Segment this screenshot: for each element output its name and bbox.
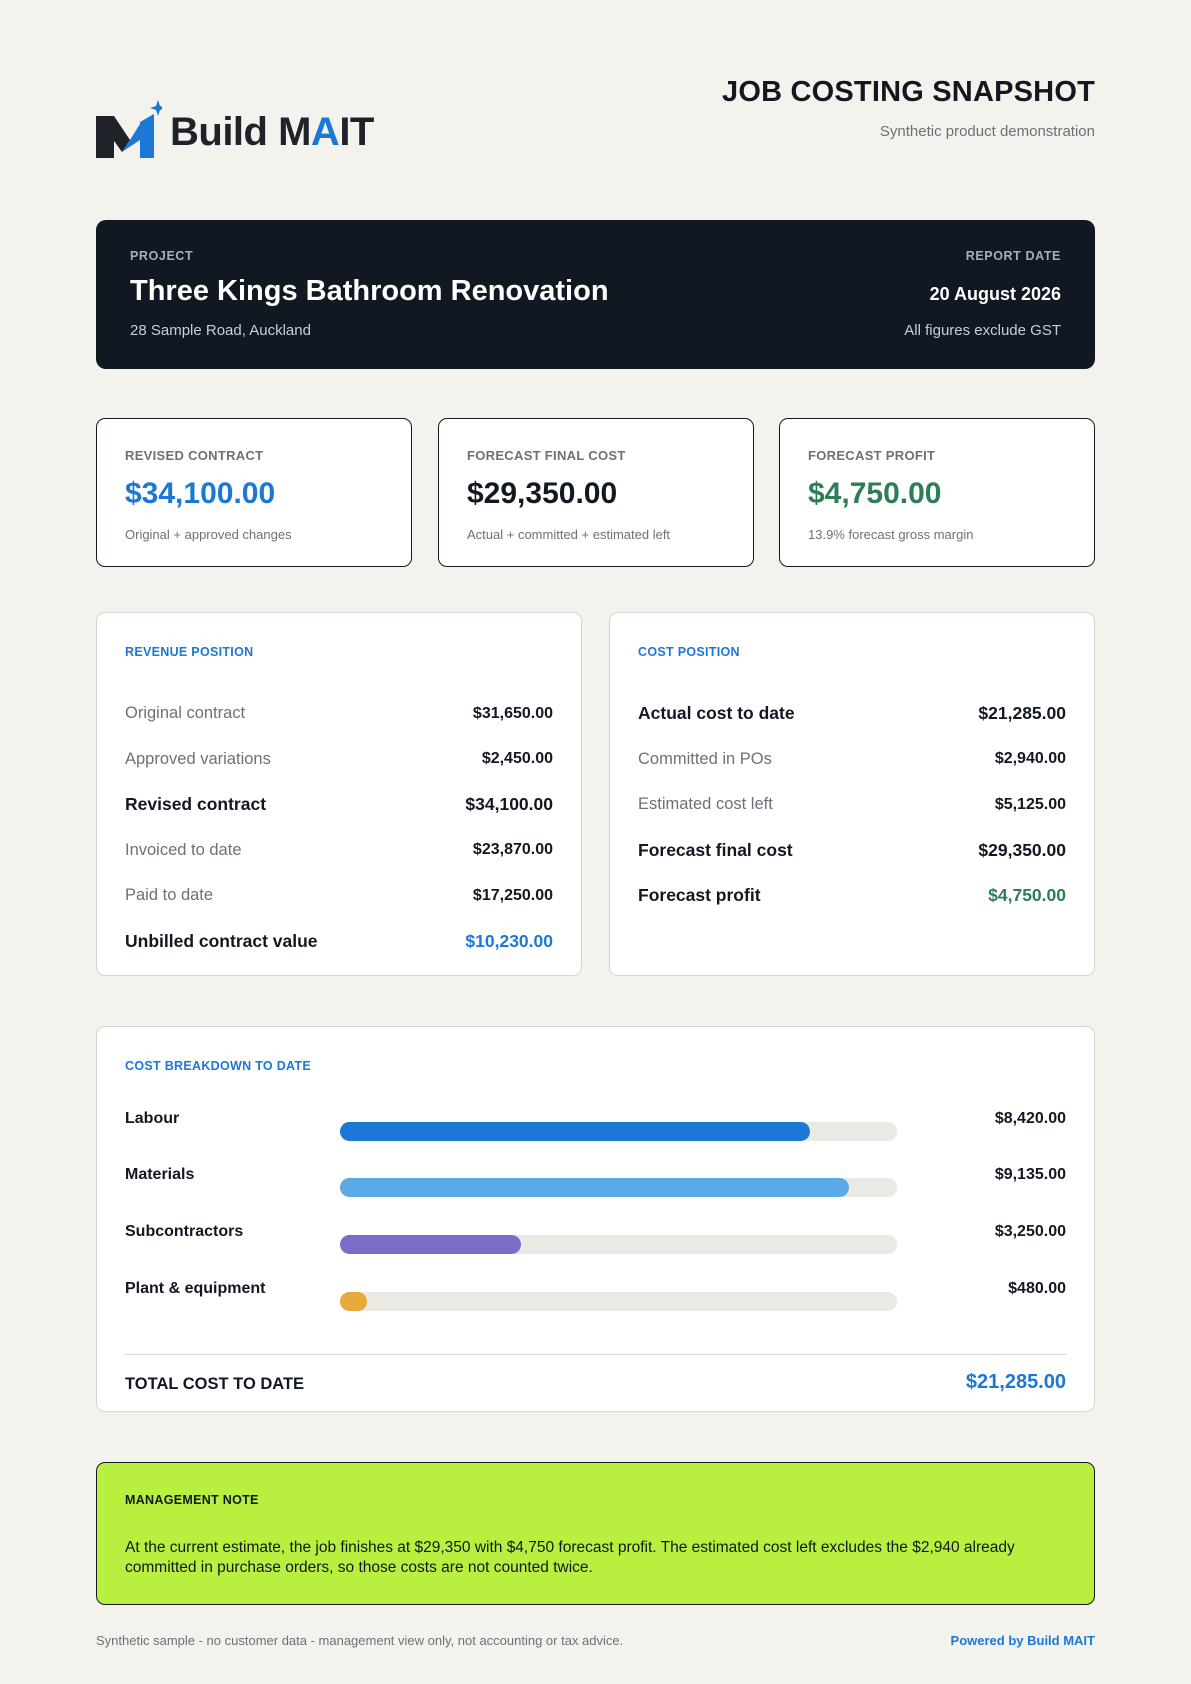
row-value: $2,940.00 <box>994 750 1066 768</box>
report-date: 20 August 2026 <box>929 284 1061 304</box>
breakdown-row-subcontractors: Subcontractors $3,250.00 <box>125 1223 1066 1254</box>
row-value: $31,650.00 <box>472 704 553 722</box>
row-value: $17,250.00 <box>472 886 553 904</box>
footer-powered-by: Powered by Build MAIT <box>950 1633 1095 1648</box>
row-value: $29,350.00 <box>978 839 1066 860</box>
cost-row-committed-in-pos: Committed in POs $2,940.00 <box>638 737 1066 783</box>
row-label: Invoiced to date <box>125 840 242 859</box>
kpi-label: REVISED CONTRACT <box>125 448 264 463</box>
gst-note: All figures exclude GST <box>904 322 1061 339</box>
revenue-row-invoiced-to-date: Invoiced to date $23,870.00 <box>125 828 553 874</box>
project-label: PROJECT <box>130 249 194 263</box>
management-note-title: MANAGEMENT NOTE <box>125 1493 259 1507</box>
brand-wordmark: Build MAIT <box>170 112 374 152</box>
breakdown-row-labour: Labour $8,420.00 <box>125 1110 1066 1141</box>
breakdown-bar-track <box>340 1235 897 1254</box>
cost-breakdown-panel: COST BREAKDOWN TO DATE Labour $8,420.00 … <box>96 1026 1095 1412</box>
revenue-position-title: REVENUE POSITION <box>125 645 254 659</box>
row-value: $5,125.00 <box>994 795 1066 813</box>
report-page: Build MAIT JOB COSTING SNAPSHOT Syntheti… <box>96 0 1095 1648</box>
breakdown-value: $480.00 <box>1008 1280 1066 1297</box>
kpi-subtext: 13.9% forecast gross margin <box>808 527 974 542</box>
report-header: Build MAIT JOB COSTING SNAPSHOT Syntheti… <box>96 0 1095 220</box>
total-cost-value: $21,285.00 <box>965 1371 1066 1393</box>
cost-row-forecast-final-cost: Forecast final cost $29,350.00 <box>638 828 1066 874</box>
revenue-row-revised-contract: Revised contract $34,100.00 <box>125 782 553 828</box>
revenue-row-original-contract: Original contract $31,650.00 <box>125 691 553 737</box>
revenue-row-paid-to-date: Paid to date $17,250.00 <box>125 873 553 919</box>
row-label: Unbilled contract value <box>125 930 318 951</box>
breakdown-label: Materials <box>125 1166 195 1183</box>
breakdown-bar-fill <box>340 1235 522 1254</box>
total-cost-label: TOTAL COST TO DATE <box>125 1375 305 1393</box>
cost-position-panel: COST POSITION Actual cost to date $21,28… <box>609 612 1095 976</box>
project-address: 28 Sample Road, Auckland <box>130 322 311 339</box>
breakdown-label: Subcontractors <box>125 1223 244 1240</box>
kpi-subtext: Original + approved changes <box>125 527 292 542</box>
brand-logo: Build MAIT <box>96 100 374 164</box>
brand-name-part1: Build M <box>170 110 311 154</box>
row-value: $21,285.00 <box>978 703 1066 724</box>
breakdown-bar-fill <box>340 1178 850 1197</box>
breakdown-row-materials: Materials $9,135.00 <box>125 1166 1066 1197</box>
cost-rows: Actual cost to date $21,285.00 Committed… <box>638 691 1066 919</box>
kpi-subtext: Actual + committed + estimated left <box>467 527 671 542</box>
row-label: Committed in POs <box>638 749 772 768</box>
management-note: MANAGEMENT NOTE At the current estimate,… <box>96 1462 1095 1605</box>
row-value: $2,450.00 <box>481 750 553 768</box>
breakdown-value: $8,420.00 <box>994 1110 1066 1127</box>
row-label: Original contract <box>125 704 246 723</box>
footer-disclaimer: Synthetic sample - no customer data - ma… <box>96 1633 624 1648</box>
revenue-position-panel: REVENUE POSITION Original contract $31,6… <box>96 612 582 976</box>
cost-row-forecast-profit: Forecast profit $4,750.00 <box>638 873 1066 919</box>
document-title: JOB COSTING SNAPSHOT <box>722 76 1095 108</box>
breakdown-bar-track <box>340 1178 897 1197</box>
breakdown-value: $3,250.00 <box>994 1223 1066 1240</box>
build-mait-logo-icon <box>96 100 162 158</box>
row-label: Estimated cost left <box>638 795 773 814</box>
revenue-rows: Original contract $31,650.00 Approved va… <box>125 691 553 964</box>
row-label: Revised contract <box>125 794 267 815</box>
row-value: $34,100.00 <box>465 794 553 815</box>
row-label: Paid to date <box>125 886 214 905</box>
cost-row-actual-cost-to-date: Actual cost to date $21,285.00 <box>638 691 1066 737</box>
kpi-forecast-profit: FORECAST PROFIT $4,750.00 13.9% forecast… <box>779 418 1095 567</box>
kpi-value: $29,350.00 <box>467 477 618 510</box>
kpi-label: FORECAST FINAL COST <box>467 448 626 463</box>
project-name: Three Kings Bathroom Renovation <box>130 275 609 307</box>
row-value: $4,750.00 <box>988 885 1066 906</box>
breakdown-bar-fill <box>340 1122 810 1141</box>
kpi-value: $34,100.00 <box>125 477 276 510</box>
breakdown-bar-track <box>340 1292 897 1311</box>
document-subtitle: Synthetic product demonstration <box>879 123 1095 140</box>
breakdown-bar-track <box>340 1122 897 1141</box>
row-label: Approved variations <box>125 749 271 768</box>
breakdown-bar-fill <box>340 1292 367 1311</box>
brand-name-accent: A <box>310 110 340 154</box>
row-label: Forecast final cost <box>638 839 793 860</box>
brand-name-part2: IT <box>339 110 374 154</box>
row-label: Forecast profit <box>638 885 761 906</box>
kpi-value: $4,750.00 <box>808 477 942 510</box>
breakdown-label: Plant & equipment <box>125 1280 266 1297</box>
kpi-forecast-final-cost: FORECAST FINAL COST $29,350.00 Actual + … <box>438 418 754 567</box>
revenue-row-unbilled-contract-value: Unbilled contract value $10,230.00 <box>125 919 553 965</box>
kpi-revised-contract: REVISED CONTRACT $34,100.00 Original + a… <box>96 418 412 567</box>
total-divider <box>125 1354 1066 1355</box>
row-value: $10,230.00 <box>465 930 553 951</box>
row-label: Actual cost to date <box>638 703 795 724</box>
breakdown-value: $9,135.00 <box>994 1166 1066 1183</box>
cost-row-estimated-cost-left: Estimated cost left $5,125.00 <box>638 782 1066 828</box>
revenue-row-approved-variations: Approved variations $2,450.00 <box>125 737 553 783</box>
kpi-cards: REVISED CONTRACT $34,100.00 Original + a… <box>96 418 1095 568</box>
report-date-label: REPORT DATE <box>965 249 1061 263</box>
cost-breakdown-title: COST BREAKDOWN TO DATE <box>125 1059 311 1073</box>
management-note-text: At the current estimate, the job finishe… <box>125 1539 1015 1576</box>
row-value: $23,870.00 <box>472 841 553 859</box>
breakdown-label: Labour <box>125 1110 180 1127</box>
kpi-label: FORECAST PROFIT <box>808 448 936 463</box>
breakdown-row-plant-equipment: Plant & equipment $480.00 <box>125 1280 1066 1311</box>
cost-position-title: COST POSITION <box>638 645 740 659</box>
project-banner: PROJECT REPORT DATE Three Kings Bathroom… <box>96 220 1095 369</box>
